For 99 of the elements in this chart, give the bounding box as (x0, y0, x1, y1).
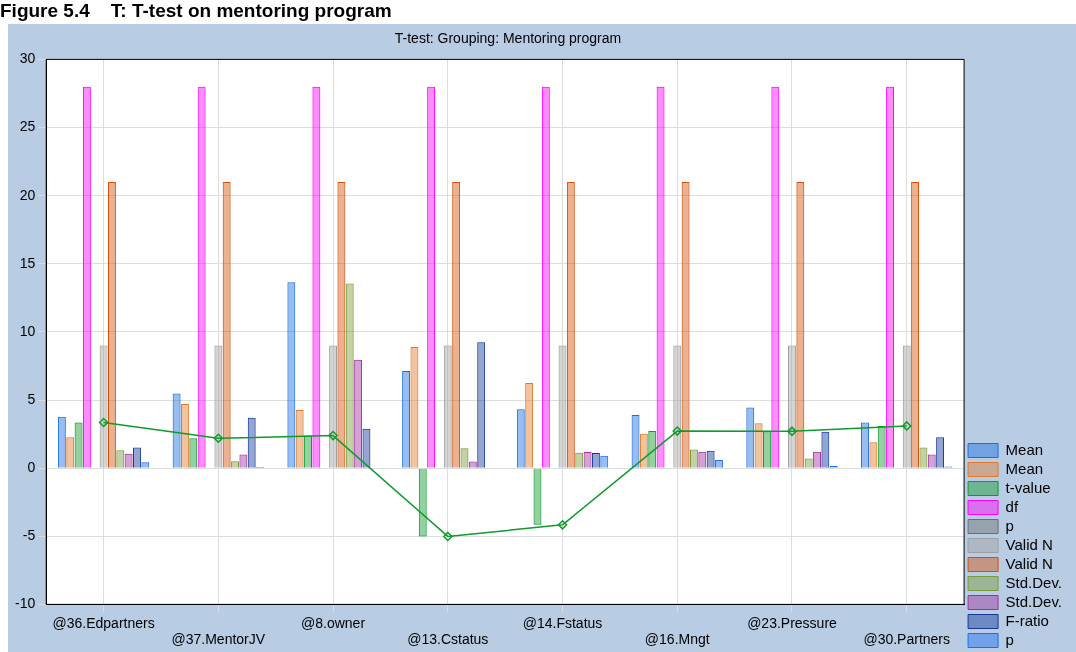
bar (107, 182, 116, 468)
bar (657, 87, 664, 468)
y-tick-label: 10 (19, 322, 36, 339)
bar (525, 382, 534, 468)
y-tick-label: 20 (19, 186, 36, 203)
bar (870, 443, 877, 468)
bar (698, 451, 707, 468)
legend-label: p (1005, 516, 1014, 534)
bar (902, 345, 911, 468)
x-tick-label: @36.Edpartners (52, 614, 155, 631)
bar (797, 183, 804, 468)
legend-label: p (1005, 630, 1014, 648)
bar (304, 435, 312, 468)
bar (631, 415, 640, 468)
x-tick-label: @16.Mngt (644, 631, 710, 648)
legend-label: F-ratio (1005, 611, 1049, 629)
legend-label: Mean (1005, 440, 1044, 458)
bar (313, 87, 320, 468)
bar (936, 437, 945, 468)
bar (240, 455, 247, 468)
bar (566, 182, 575, 468)
bar (427, 86, 436, 468)
bar (362, 428, 371, 468)
x-tick-label: @8.owner (301, 614, 366, 631)
legend-label: Std.Dev. (1005, 573, 1063, 591)
bar (402, 371, 411, 468)
bar (198, 87, 205, 468)
bar (927, 454, 936, 468)
bar (410, 347, 419, 468)
x-tick-label: @14.Fstatus (522, 614, 603, 631)
bar (542, 87, 549, 468)
bar (223, 183, 230, 468)
bar (452, 182, 461, 468)
bar (788, 345, 796, 468)
bar (911, 182, 920, 468)
point (328, 430, 338, 441)
legend-label: t-value (1005, 478, 1051, 496)
bar (682, 183, 689, 468)
bar (345, 283, 354, 468)
legend-label: Valid N (1005, 554, 1053, 572)
bar (354, 359, 363, 468)
x-tick-label: @37.MentorJV (171, 631, 266, 648)
bar (575, 452, 584, 468)
bar (443, 345, 452, 468)
legend-label: Std.Dev. (1005, 592, 1063, 610)
bar (180, 403, 189, 468)
bar (247, 417, 256, 468)
chart-subtitle: T-test: Grouping: Mentoring program (393, 30, 623, 46)
bar (57, 416, 66, 468)
bar (755, 424, 762, 468)
y-tick-label: 30 (19, 50, 36, 67)
bar (746, 407, 755, 468)
bar (75, 423, 82, 468)
bar (117, 451, 124, 468)
y-tick-label: -10 (15, 595, 36, 612)
bar (288, 283, 295, 468)
bar (821, 431, 830, 468)
x-tick-label: @23.Pressure (747, 614, 838, 631)
y-tick-label: 0 (27, 459, 36, 476)
bar (190, 439, 197, 468)
bar (583, 452, 592, 468)
bar (813, 451, 821, 468)
point (901, 421, 912, 431)
bar (67, 438, 74, 468)
bar (648, 431, 657, 468)
x-tick-label: @30.Partners (863, 631, 951, 648)
bar (591, 453, 600, 468)
bar (886, 86, 894, 468)
bar (920, 448, 927, 468)
bar (173, 394, 180, 468)
bar (877, 425, 886, 468)
bar (477, 342, 486, 468)
legend-label: Valid N (1005, 535, 1053, 553)
bar (763, 431, 771, 468)
x-tick-label: @13.Cstatus (407, 631, 489, 648)
point (98, 417, 109, 428)
point (787, 426, 797, 437)
legend-label: df (1005, 497, 1019, 515)
bar (673, 345, 682, 468)
point (213, 433, 224, 444)
bar (706, 450, 715, 468)
y-tick-label: 25 (19, 118, 36, 135)
legend-label: Mean (1005, 459, 1044, 477)
chart-title: Figure 5.4 T: T-test on mentoring program (0, 0, 393, 22)
bar (772, 87, 779, 468)
y-tick-label: -5 (22, 527, 36, 544)
bar (689, 449, 698, 468)
point (557, 520, 568, 530)
bar (99, 345, 108, 468)
bar (338, 183, 345, 468)
y-tick-label: 15 (19, 254, 36, 271)
point (672, 426, 683, 436)
bar (82, 86, 91, 468)
y-tick-label: 5 (27, 390, 36, 407)
bar (133, 447, 141, 468)
bar (517, 410, 524, 468)
bar (295, 410, 304, 468)
point (443, 531, 453, 542)
bar (124, 453, 133, 468)
